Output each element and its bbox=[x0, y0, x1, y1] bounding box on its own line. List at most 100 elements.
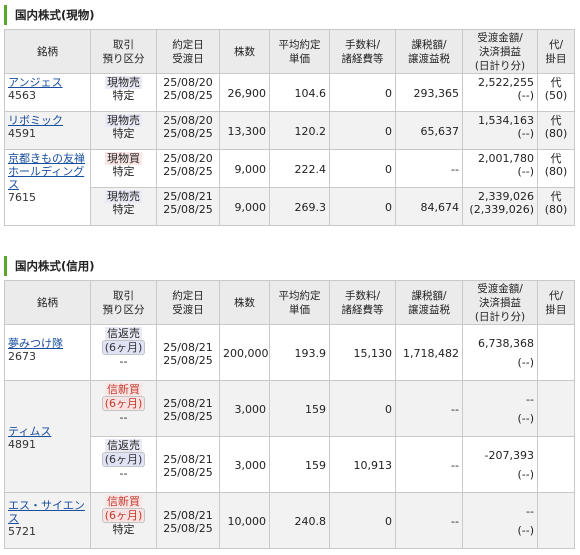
stock-link[interactable]: 夢みつけ隊 bbox=[8, 337, 63, 350]
tax: 65,637 bbox=[395, 111, 463, 150]
trade-type-badge: 信返売 bbox=[105, 439, 142, 452]
header-fee: 手数料/諸経費等 bbox=[329, 280, 396, 325]
stock-link[interactable]: 京都きもの友禅ホールディングス bbox=[8, 152, 85, 191]
trade-type-badge: 現物売 bbox=[105, 190, 142, 203]
exec-date: 25/08/20 bbox=[163, 152, 213, 165]
trade-type-badge: 信新買 bbox=[105, 383, 142, 396]
exec-date: 25/08/20 bbox=[163, 76, 213, 89]
price: 193.9 bbox=[269, 324, 330, 381]
amount: 1,534,163 bbox=[478, 114, 534, 127]
qty: 3,000 bbox=[219, 436, 270, 493]
tax: -- bbox=[395, 436, 463, 493]
tax: -- bbox=[395, 492, 463, 549]
exec-date: 25/08/21 bbox=[163, 340, 213, 354]
tax: 293,365 bbox=[395, 73, 463, 112]
fee: 0 bbox=[329, 187, 396, 226]
header-qty: 株数 bbox=[219, 29, 270, 74]
header-qty: 株数 bbox=[219, 280, 270, 325]
tax: -- bbox=[395, 149, 463, 188]
term-badge: (6ヶ月) bbox=[101, 396, 146, 411]
tax: -- bbox=[395, 380, 463, 437]
account-type: 特定 bbox=[112, 165, 135, 178]
exec-date: 25/08/21 bbox=[163, 452, 213, 466]
kakeme-empty bbox=[537, 492, 575, 549]
section-title-margin: 国内株式(信用) bbox=[4, 256, 95, 276]
table-row: エス・サイエンス 5721 信新買 (6ヶ月) 特定 25/08/21 25/0… bbox=[4, 492, 575, 549]
settle-date: 25/08/25 bbox=[163, 165, 213, 178]
stock-code: 4563 bbox=[8, 89, 36, 102]
header-kakeme: 代/掛目 bbox=[537, 29, 575, 74]
term-badge: (6ヶ月) bbox=[101, 340, 146, 355]
trade-type-badge: 現物買 bbox=[105, 152, 142, 165]
trade-type-badge: 信返売 bbox=[105, 327, 142, 340]
header-tax: 課税額/譲渡益税 bbox=[395, 280, 463, 325]
header-fee: 手数料/諸経費等 bbox=[329, 29, 396, 74]
kakeme: (50) bbox=[544, 89, 568, 102]
cash-table: 銘柄 取引 預り区分 約定日 受渡日 株数 平均約定 単価 手数料/諸経費等 課税額/… bbox=[4, 29, 575, 226]
amount: 2,001,780 bbox=[478, 152, 534, 165]
stock-code: 2673 bbox=[8, 350, 36, 363]
stock-link[interactable]: リボミック bbox=[8, 114, 63, 127]
price: 159 bbox=[269, 436, 330, 493]
amount: 2,339,026 bbox=[478, 190, 534, 203]
stock-code: 4591 bbox=[8, 127, 36, 140]
stock-link[interactable]: アンジェス bbox=[8, 76, 63, 89]
header-dates: 約定日 受渡日 bbox=[156, 29, 220, 74]
header-amount: 受渡金額/決済損益 (日計り分) bbox=[462, 280, 538, 325]
stock-code: 5721 bbox=[8, 525, 36, 538]
fee: 15,130 bbox=[329, 324, 396, 381]
table-row: ティムス 4891 信新買 (6ヶ月) -- 25/08/21 25/08/25… bbox=[4, 380, 575, 493]
kakeme: (80) bbox=[544, 165, 568, 178]
amount: 6,738,368 bbox=[478, 337, 534, 350]
stock-link[interactable]: ティムス bbox=[8, 424, 52, 438]
qty: 10,000 bbox=[219, 492, 270, 549]
table-row: 夢みつけ隊 2673 信返売 (6ヶ月) -- 25/08/21 25/08/2… bbox=[4, 324, 575, 381]
dai: 代 bbox=[550, 76, 562, 89]
exec-date: 25/08/21 bbox=[163, 190, 213, 203]
pl: (--) bbox=[517, 89, 534, 102]
account-type: -- bbox=[119, 467, 128, 480]
fee: 0 bbox=[329, 111, 396, 150]
header-kubun: 取引 預り区分 bbox=[90, 29, 157, 74]
table-row: 信返売 (6ヶ月) -- 25/08/21 25/08/25 3,000 159… bbox=[5, 436, 575, 493]
pl: (--) bbox=[517, 356, 534, 369]
header-name: 銘柄 bbox=[4, 280, 91, 325]
table-row: リボミック 4591 現物売 特定 25/08/20 25/08/25 13,3… bbox=[4, 111, 575, 150]
settle-date: 25/08/25 bbox=[163, 353, 213, 367]
trade-type-badge: 現物売 bbox=[105, 114, 142, 127]
account-type: 特定 bbox=[112, 127, 135, 140]
account-type: -- bbox=[119, 355, 128, 368]
fee: 0 bbox=[329, 73, 396, 112]
price: 240.8 bbox=[269, 492, 330, 549]
amount: -- bbox=[526, 505, 534, 518]
pl: (--) bbox=[517, 127, 534, 140]
header-amount: 受渡金額/決済損益 (日計り分) bbox=[462, 29, 538, 74]
qty: 3,000 bbox=[219, 380, 270, 437]
table-row: アンジェス 4563 現物売 特定 25/08/20 25/08/25 26,9… bbox=[4, 73, 575, 112]
settle-date: 25/08/25 bbox=[163, 409, 213, 423]
exec-date: 25/08/20 bbox=[163, 114, 213, 127]
qty: 9,000 bbox=[219, 187, 270, 226]
term-badge: (6ヶ月) bbox=[101, 508, 146, 523]
fee: 0 bbox=[329, 492, 396, 549]
tax: 1,718,482 bbox=[395, 324, 463, 381]
pl: (2,339,026) bbox=[469, 203, 534, 216]
exec-date: 25/08/21 bbox=[163, 508, 213, 522]
trade-type-badge: 現物売 bbox=[105, 76, 142, 89]
table-row: 現物売 特定 25/08/21 25/08/25 9,000 269.3 0 8… bbox=[5, 187, 575, 226]
price: 222.4 bbox=[269, 149, 330, 188]
price: 269.3 bbox=[269, 187, 330, 226]
pl: (--) bbox=[517, 524, 534, 537]
header-kubun: 取引 預り区分 bbox=[90, 280, 157, 325]
account-type: 特定 bbox=[112, 203, 135, 216]
header-price: 平均約定 単価 bbox=[269, 280, 330, 325]
fee: 0 bbox=[329, 149, 396, 188]
stock-name-cell: アンジェス 4563 bbox=[4, 73, 91, 112]
settle-date: 25/08/25 bbox=[163, 521, 213, 535]
price: 120.2 bbox=[269, 111, 330, 150]
amount: 2,522,255 bbox=[478, 76, 534, 89]
dai: 代 bbox=[550, 152, 562, 165]
price: 104.6 bbox=[269, 73, 330, 112]
stock-link[interactable]: エス・サイエンス bbox=[8, 499, 85, 525]
trade-type-badge: 信新買 bbox=[105, 495, 142, 508]
